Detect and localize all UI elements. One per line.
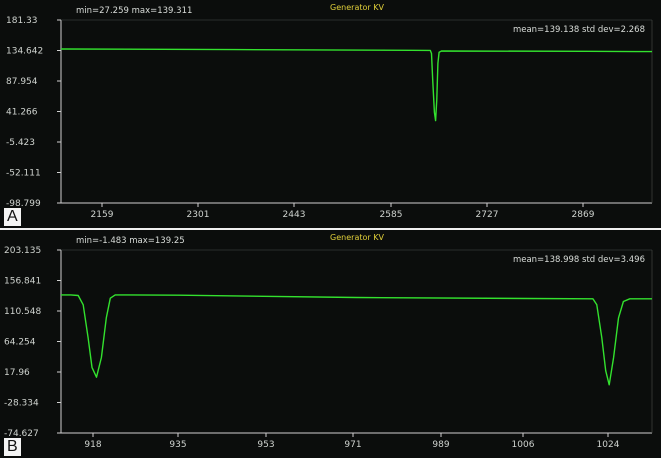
x-tick-label: 1006: [512, 440, 535, 450]
y-tick-label: -74.627: [4, 429, 39, 439]
y-tick-label: 156.841: [4, 277, 41, 287]
mean-stddev-readout: mean=138.998 std dev=3.496: [513, 255, 645, 265]
y-tick-label: 134.642: [6, 47, 43, 57]
y-tick-label: 64.254: [4, 338, 36, 348]
x-tick-label: 953: [257, 440, 274, 450]
x-tick-label: 1024: [597, 440, 620, 450]
panel-label-b: B: [4, 438, 21, 456]
series-line: [60, 48, 653, 122]
x-tick-label: 2159: [91, 210, 114, 220]
x-tick-label: 2727: [476, 210, 499, 220]
min-max-readout: min=-1.483 max=139.25: [76, 236, 185, 246]
chart-svg-a: 181.33 134.642 87.954 41.266 -5.423 -52.111 -9…: [6, 3, 653, 220]
min-max-readout: min=27.259 max=139.311: [76, 6, 192, 16]
mean-stddev-readout: mean=139.138 std dev=2.268: [513, 25, 645, 35]
y-tick-label: -28.334: [4, 399, 39, 409]
chart-title: Generator KV: [330, 233, 384, 242]
x-tick-label: 2585: [380, 210, 403, 220]
y-tick-label: -52.111: [6, 169, 41, 179]
chart-panel-a: 181.33 134.642 87.954 41.266 -5.423 -52.111 -9…: [0, 0, 661, 228]
y-tick-label: -98.799: [6, 199, 41, 209]
y-tick-label: -5.423: [6, 138, 35, 148]
panel-label-a: A: [4, 208, 21, 226]
chart-svg-b: 203.135 156.841 110.548 64.254 17.96 -28.334 -…: [4, 233, 653, 450]
y-tick-label: 17.96: [4, 368, 30, 378]
x-tick-label: 971: [344, 440, 361, 450]
y-tick-label: 203.135: [4, 246, 41, 256]
y-tick-label: 110.548: [4, 307, 41, 317]
x-tick-label: 935: [169, 440, 186, 450]
y-tick-label: 41.266: [6, 108, 38, 118]
panel-divider: [0, 228, 661, 230]
chart-title: Generator KV: [330, 3, 384, 12]
chart-panel-b: 203.135 156.841 110.548 64.254 17.96 -28.334 -…: [0, 230, 661, 458]
y-tick-label: 87.954: [6, 77, 38, 87]
x-tick-label: 2443: [283, 210, 306, 220]
x-tick-label: 918: [84, 440, 101, 450]
y-tick-label: 181.33: [6, 16, 38, 26]
series-line: [61, 294, 652, 386]
x-tick-label: 2301: [187, 210, 210, 220]
x-tick-label: 989: [432, 440, 449, 450]
x-tick-label: 2869: [572, 210, 595, 220]
